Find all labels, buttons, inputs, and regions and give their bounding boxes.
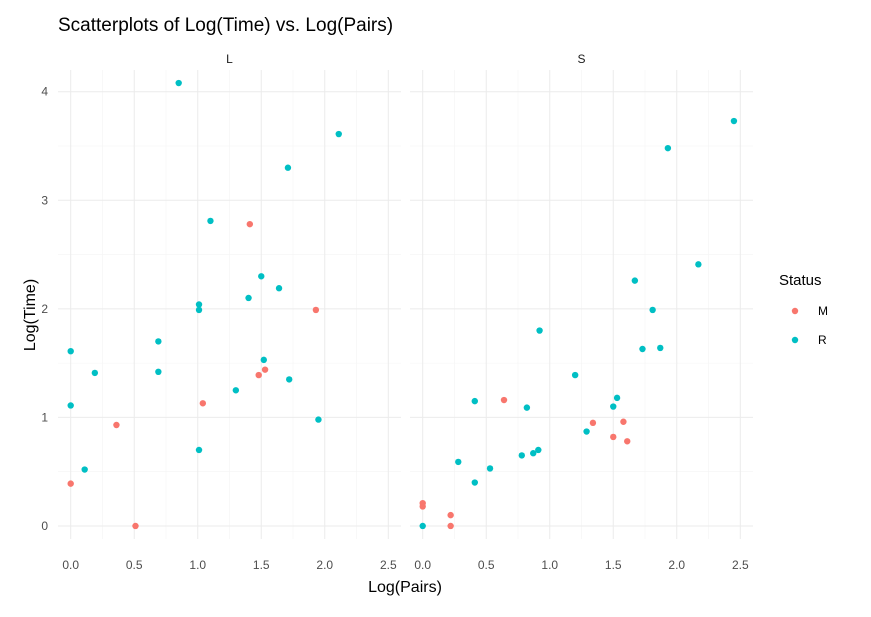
point-L-M [312, 306, 320, 314]
legend: Status M R [779, 272, 828, 347]
point-L-R [67, 402, 74, 409]
x-tick-label: 1.5 [253, 558, 270, 572]
y-axis-ticks: 0 1 2 3 4 [41, 85, 48, 533]
point-L-R [175, 79, 182, 87]
point-L-R [286, 376, 293, 383]
point-L-R [245, 294, 252, 302]
point-L-M [113, 421, 120, 429]
point-L-R [207, 217, 214, 225]
x-tick-label: 1.5 [605, 558, 622, 572]
point-S-R [530, 450, 537, 457]
y-tick-label: 0 [41, 519, 48, 533]
facet-panel-S: S 0.0 0.5 1.0 1.5 2.0 2.5 [410, 52, 753, 572]
y-axis-title: Log(Time) [22, 279, 39, 351]
panel-S-points [419, 117, 738, 530]
legend-key-M [791, 307, 799, 315]
point-S-R [649, 306, 656, 314]
point-L-M [67, 480, 74, 487]
point-S-R [455, 458, 462, 466]
y-tick-label: 2 [41, 302, 48, 316]
point-S-R [471, 479, 478, 486]
legend-title: Status [779, 272, 822, 289]
point-S-R [730, 117, 738, 125]
point-S-M [447, 522, 454, 530]
x-tick-label: 2.5 [380, 558, 397, 572]
point-L-R [315, 416, 322, 423]
point-L-R [275, 285, 283, 292]
point-S-R [535, 446, 542, 454]
point-L-M [261, 366, 269, 373]
point-S-M [419, 503, 426, 510]
x-axis-title: Log(Pairs) [368, 579, 442, 596]
point-S-R [571, 371, 579, 379]
point-L-R [155, 338, 162, 345]
point-L-R [195, 301, 203, 308]
point-S-R [631, 277, 639, 284]
x-tick-label: 1.0 [189, 558, 206, 572]
point-S-M [624, 438, 631, 445]
point-S-M [589, 419, 597, 427]
x-tick-label: 2.0 [668, 558, 685, 572]
point-S-M [620, 418, 627, 425]
point-S-R [695, 261, 702, 268]
point-L-R [81, 466, 88, 473]
y-tick-label: 3 [41, 193, 48, 207]
panel-L-x-ticks: 0.0 0.5 1.0 1.5 2.0 2.5 [62, 558, 397, 572]
point-S-M [500, 396, 508, 404]
facet-label-L: L [226, 52, 233, 66]
point-S-R [523, 404, 531, 411]
legend-label-M: M [818, 304, 828, 318]
x-tick-label: 0.5 [478, 558, 495, 572]
x-tick-label: 2.0 [316, 558, 333, 572]
x-tick-label: 1.0 [541, 558, 558, 572]
chart-title: Scatterplots of Log(Time) vs. Log(Pairs) [58, 15, 393, 36]
point-L-R [258, 273, 265, 280]
y-tick-label: 4 [41, 85, 48, 99]
point-S-R [486, 465, 494, 472]
point-S-M [447, 511, 454, 519]
point-S-R [419, 522, 426, 530]
legend-label-R: R [818, 333, 827, 347]
point-S-R [471, 397, 478, 405]
y-tick-label: 1 [41, 410, 48, 424]
point-L-R [195, 306, 203, 314]
panel-S-x-ticks: 0.0 0.5 1.0 1.5 2.0 2.5 [414, 558, 749, 572]
point-L-R [91, 369, 99, 377]
point-S-M [610, 433, 617, 441]
legend-key-R [791, 336, 799, 344]
panel-L-points [67, 79, 342, 530]
point-L-R [67, 347, 74, 355]
point-L-M [199, 400, 207, 407]
point-S-R [657, 344, 664, 352]
point-S-R [639, 345, 646, 353]
point-L-M [246, 220, 254, 228]
point-L-R [195, 446, 203, 454]
x-tick-label: 2.5 [732, 558, 749, 572]
point-L-R [232, 387, 240, 394]
point-S-R [664, 144, 672, 152]
point-S-R [613, 394, 621, 402]
panel-S-grid [410, 70, 753, 539]
point-L-R [260, 356, 267, 364]
point-S-R [583, 428, 590, 435]
point-S-R [518, 452, 525, 459]
panel-L-grid [58, 70, 401, 539]
facet-label-S: S [577, 52, 585, 66]
x-tick-label: 0.0 [414, 558, 431, 572]
point-L-M [132, 522, 139, 530]
point-S-R [610, 403, 617, 410]
point-L-R [284, 164, 292, 171]
x-tick-label: 0.0 [62, 558, 79, 572]
point-S-R [536, 327, 543, 334]
facet-panel-L: L 0.0 0.5 1.0 1.5 2.0 2.5 [58, 52, 401, 572]
x-tick-label: 0.5 [126, 558, 143, 572]
point-L-R [155, 368, 162, 376]
point-L-R [335, 130, 342, 138]
point-L-M [255, 371, 262, 379]
